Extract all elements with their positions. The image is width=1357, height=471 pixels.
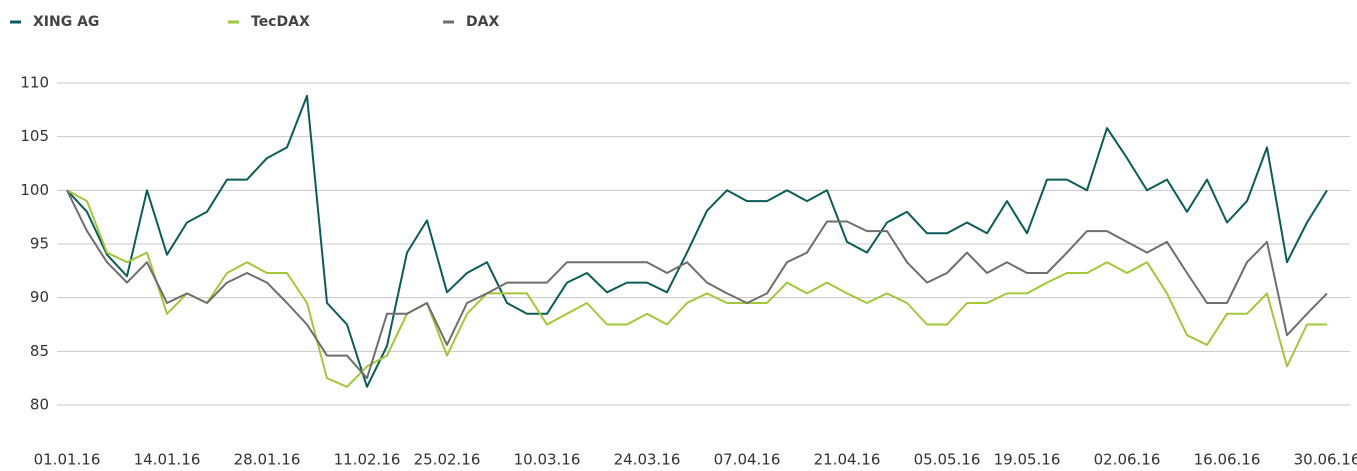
x-tick-label: 28.01.16: [234, 451, 301, 469]
series-line: [66, 94, 1328, 388]
legend-label: TecDAX: [251, 14, 310, 30]
x-tick-label: 21.04.16: [814, 451, 881, 469]
legend-label: XING AG: [33, 14, 99, 30]
x-tick-label: 02.06.16: [1094, 451, 1161, 469]
y-tick-label: 80: [30, 396, 49, 414]
y-tick-label: 100: [20, 181, 49, 199]
y-tick-label: 90: [30, 288, 49, 306]
series-line: [66, 189, 1327, 388]
x-tick-label: 14.01.16: [134, 451, 201, 469]
y-tick-label: 85: [30, 342, 49, 360]
x-tick-label: 05.05.16: [914, 451, 981, 469]
y-tick-label: 95: [30, 235, 49, 253]
x-tick-label: 07.04.16: [714, 451, 781, 469]
x-tick-label: 11.02.16: [334, 451, 401, 469]
y-tick-label: 110: [20, 74, 49, 92]
x-tick-label: 19.05.16: [994, 451, 1061, 469]
x-tick-label: 30.06.16: [1294, 451, 1357, 469]
y-tick-label: 105: [20, 127, 49, 145]
x-tick-label: 24.03.16: [614, 451, 681, 469]
series-line: [66, 189, 1328, 380]
legend-label: DAX: [466, 14, 499, 30]
x-tick-label: 01.01.16: [34, 451, 101, 469]
x-tick-label: 16.06.16: [1194, 451, 1261, 469]
x-tick-label: 25.02.16: [414, 451, 481, 469]
x-tick-label: 10.03.16: [514, 451, 581, 469]
